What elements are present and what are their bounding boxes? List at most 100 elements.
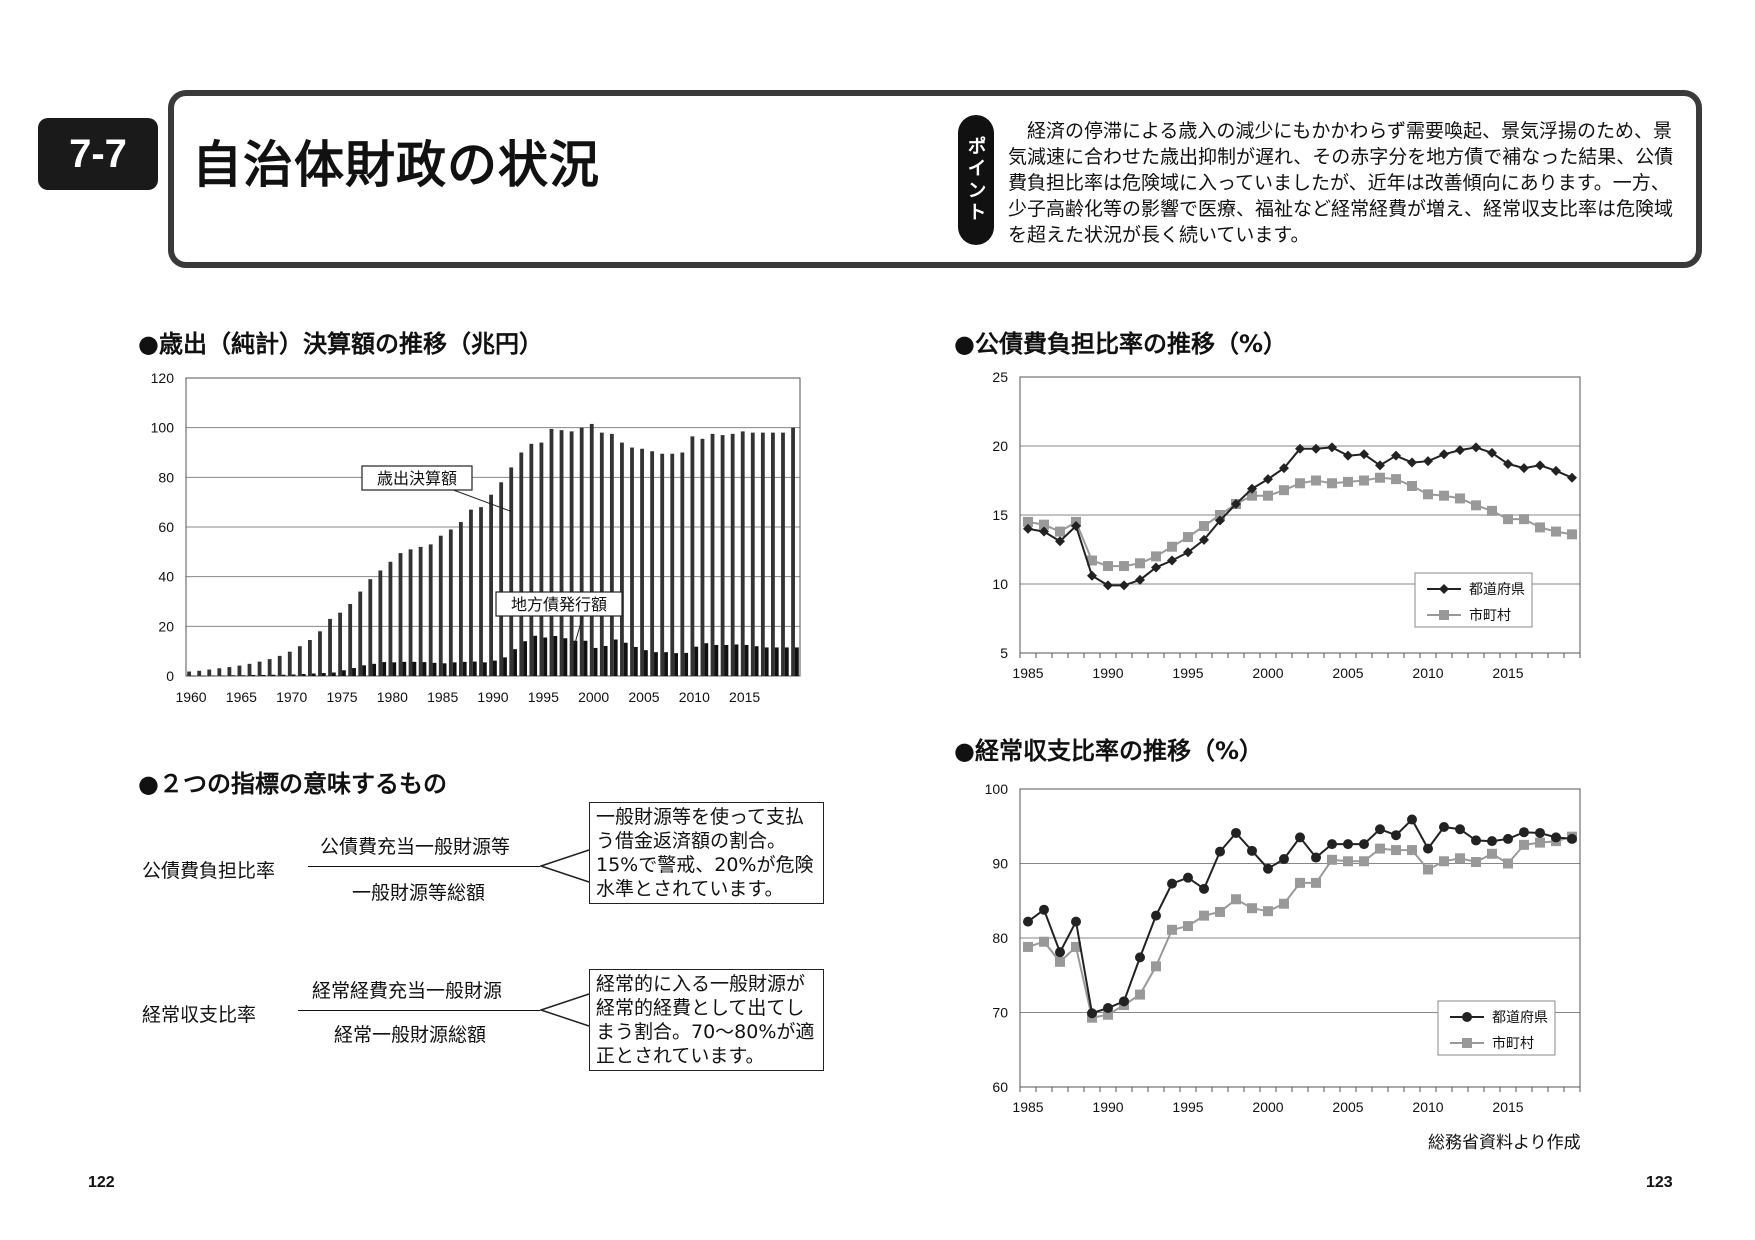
expenditure-bar bbox=[650, 451, 655, 676]
bond-issue-bar bbox=[523, 641, 528, 676]
bond-issue-bar bbox=[784, 647, 789, 676]
expenditure-bar bbox=[760, 432, 765, 676]
bond-issue-bar bbox=[643, 650, 648, 676]
bond-issue-bar bbox=[724, 644, 729, 676]
expenditure-bar bbox=[257, 661, 262, 676]
municipal-point bbox=[1519, 514, 1529, 525]
prefecture-point bbox=[1311, 443, 1321, 454]
expenditure-bar bbox=[217, 668, 222, 676]
bond-issue-bar bbox=[452, 662, 457, 676]
bond-issue-bar bbox=[493, 660, 497, 676]
prefecture-point bbox=[1551, 465, 1561, 476]
x-tick-label: 1975 bbox=[326, 689, 357, 705]
municipal-point bbox=[1391, 474, 1401, 485]
expenditure-bar bbox=[519, 452, 524, 676]
expenditure-bar bbox=[569, 431, 574, 676]
prefecture-point bbox=[1039, 526, 1049, 537]
bond-issue-bar bbox=[331, 672, 336, 676]
debt-ratio-numerator: 公債費充当一般財源等 bbox=[320, 836, 511, 858]
prefecture-point bbox=[1135, 574, 1145, 585]
bond-issue-bar bbox=[281, 674, 286, 676]
legend-label-prefecture: 都道府県 bbox=[1469, 581, 1525, 597]
municipal-point bbox=[1199, 521, 1209, 532]
legend-marker bbox=[1462, 1012, 1472, 1022]
prefecture-point bbox=[1471, 442, 1481, 453]
expenditure-bar bbox=[740, 431, 745, 676]
x-tick-label: 2010 bbox=[679, 689, 710, 705]
x-tick-label: 2015 bbox=[1492, 1099, 1523, 1115]
x-tick-label: 1985 bbox=[1012, 665, 1043, 681]
municipal-point bbox=[1423, 489, 1433, 500]
legend-label-municipal: 市町村 bbox=[1469, 607, 1511, 623]
municipal-point bbox=[1535, 837, 1545, 848]
expenditure-bar bbox=[479, 507, 483, 676]
prefecture-series-line bbox=[1027, 817, 1573, 1015]
municipal-point bbox=[1439, 856, 1449, 867]
municipal-point bbox=[1439, 490, 1449, 501]
prefecture-point bbox=[1343, 450, 1353, 461]
expenditure-bar bbox=[509, 467, 514, 676]
municipal-point bbox=[1055, 526, 1065, 537]
y-tick-label: 20 bbox=[992, 438, 1008, 454]
expenditure-bar bbox=[348, 603, 353, 676]
bond-issue-bar bbox=[563, 638, 568, 676]
expenditure-bar bbox=[690, 436, 695, 676]
prefecture-point bbox=[1215, 846, 1225, 857]
bond-issue-bar bbox=[321, 673, 326, 676]
x-tick-label: 1990 bbox=[1092, 1099, 1123, 1115]
expenditure-bar bbox=[720, 435, 725, 676]
bond-issue-bar bbox=[311, 673, 316, 676]
bond-issue-bar bbox=[583, 640, 588, 676]
expenditure-bar bbox=[398, 553, 403, 676]
expenditure-bar bbox=[458, 522, 463, 676]
x-tick-label: 1995 bbox=[528, 689, 559, 705]
expenditure-bar bbox=[700, 438, 705, 676]
bond-issue-bar bbox=[472, 661, 477, 676]
bond-issue-bar bbox=[291, 674, 296, 676]
x-tick-label: 2010 bbox=[1412, 1099, 1443, 1115]
bond-issue-bar bbox=[684, 652, 689, 676]
bond-issue-bar bbox=[553, 636, 558, 676]
expenditure-bar bbox=[378, 570, 383, 676]
y-tick-label: 60 bbox=[992, 1079, 1008, 1095]
annotation-leader bbox=[574, 611, 585, 645]
bond-issue-bar bbox=[251, 675, 256, 676]
current-ratio-line-chart: 60 70 80 90 100 1985 1990 1995 2000 2005 2010 2015 都… bbox=[985, 781, 1581, 1115]
municipal-point bbox=[1487, 848, 1497, 859]
prefecture-point bbox=[1087, 1008, 1097, 1019]
debt-ratio-label: 公債費負担比率 bbox=[142, 860, 276, 882]
x-tick-label: 2000 bbox=[1252, 1099, 1283, 1115]
expenditure-bar bbox=[277, 655, 282, 676]
prefecture-point bbox=[1295, 832, 1305, 843]
expenditure-bar bbox=[267, 659, 272, 676]
y-tick-label: 25 bbox=[992, 369, 1008, 385]
municipal-point bbox=[1359, 475, 1369, 486]
bond-issue-bar bbox=[533, 635, 538, 676]
prefecture-point bbox=[1343, 839, 1353, 850]
bond-issue-bar bbox=[241, 675, 246, 676]
y-tick-label: 10 bbox=[992, 576, 1008, 592]
municipal-point bbox=[1455, 853, 1465, 864]
legend-marker bbox=[1439, 610, 1449, 620]
expenditure-bar bbox=[489, 494, 493, 676]
prefecture-point bbox=[1231, 498, 1241, 509]
prefecture-point bbox=[1535, 827, 1545, 838]
expenditure-bar bbox=[237, 665, 242, 676]
expenditure-bar bbox=[750, 432, 755, 676]
municipal-point bbox=[1135, 558, 1145, 569]
prefecture-point bbox=[1103, 580, 1113, 591]
debt-fraction-bar bbox=[308, 866, 540, 867]
y-tick-label: 15 bbox=[992, 507, 1008, 523]
prefecture-point bbox=[1359, 449, 1369, 460]
expenditure-bar bbox=[388, 561, 393, 676]
legend-box bbox=[1437, 1000, 1556, 1056]
point-text: 経済の停滞による歳入の減少にもかかわらず需要喚起、景気浮揚のため、景気減速に合わ… bbox=[1008, 120, 1674, 246]
bond-issue-bar bbox=[462, 661, 467, 676]
page-title: 自治体財政の状況 bbox=[192, 136, 600, 194]
x-tick-label: 2005 bbox=[628, 689, 659, 705]
debt-ratio-note: 一般財源等を使って支払う借金返済額の割合。15%で警戒、20%が危険水準とされて… bbox=[589, 802, 824, 904]
current-ratio-denominator: 経常一般財源総額 bbox=[334, 1024, 487, 1046]
municipal-point bbox=[1263, 906, 1273, 917]
bond-issue-bar bbox=[432, 662, 437, 676]
municipal-point bbox=[1039, 936, 1049, 947]
